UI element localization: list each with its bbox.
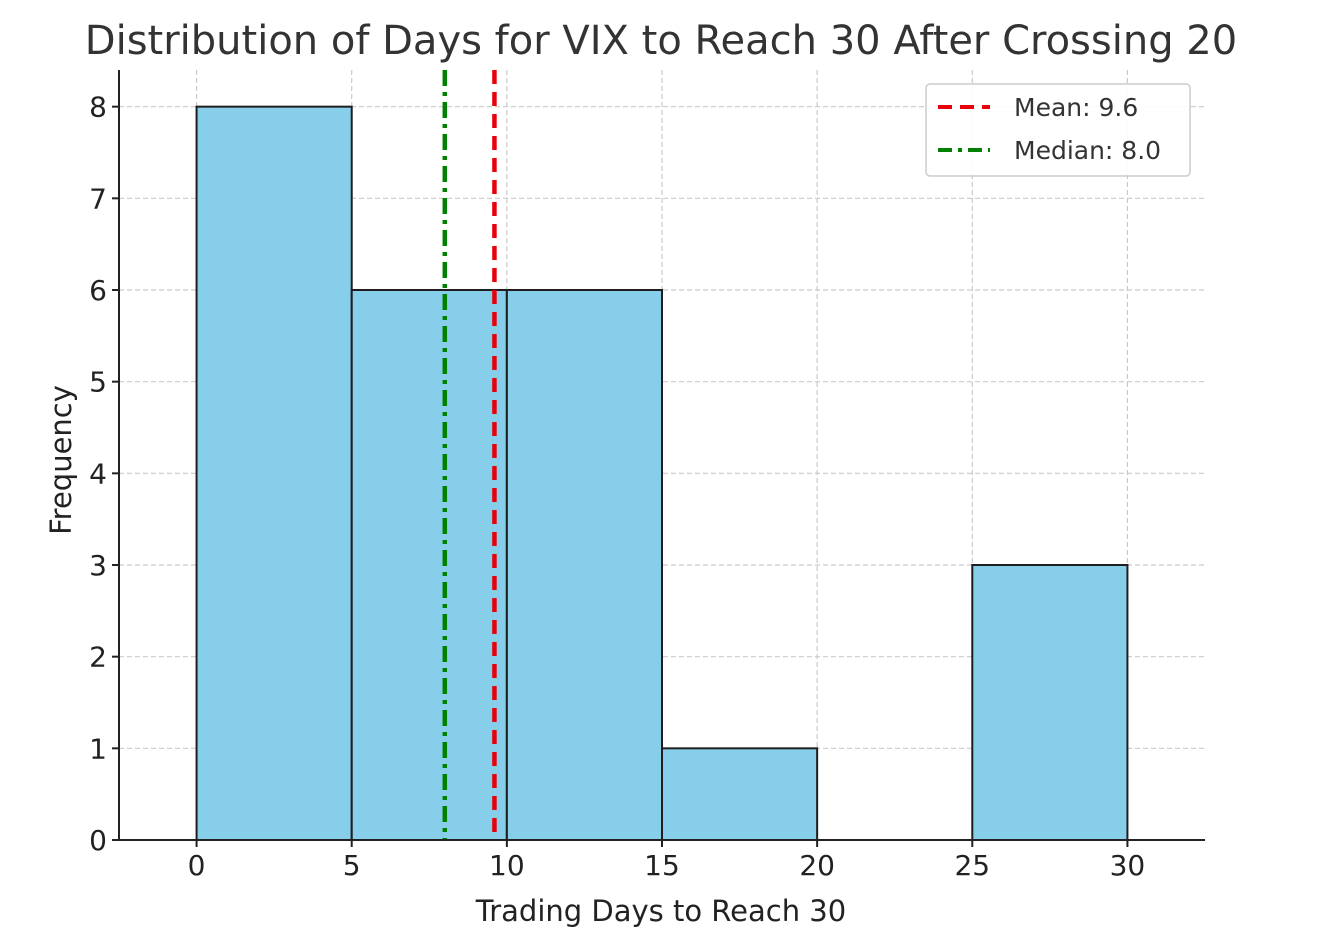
y-tick-label: 8 (89, 91, 107, 124)
reference-lines (442, 70, 497, 840)
legend-label-mean: Mean: 9.6 (1014, 93, 1138, 122)
histogram-bar (195, 105, 353, 841)
y-tick-label: 2 (89, 641, 107, 674)
axes (112, 70, 1205, 847)
chart-title: Distribution of Days for VIX to Reach 30… (85, 18, 1237, 64)
histogram-bar (350, 289, 508, 841)
x-tick-label: 5 (343, 849, 361, 882)
y-tick-label: 0 (89, 824, 107, 857)
y-tick-label: 1 (89, 732, 107, 765)
y-tick-label: 4 (89, 457, 107, 490)
x-tick-label: 0 (188, 849, 206, 882)
x-tick-label: 15 (644, 849, 680, 882)
x-tick-label: 20 (799, 849, 835, 882)
histogram-bar (505, 289, 663, 841)
legend: Mean: 9.6 Median: 8.0 (925, 83, 1191, 177)
y-axis-label: Frequency (44, 385, 78, 535)
histogram-bars (195, 105, 1129, 841)
legend-label-median: Median: 8.0 (1014, 136, 1161, 165)
y-tick-label: 5 (89, 366, 107, 399)
y-tick-label: 3 (89, 549, 107, 582)
x-tick-label: 25 (954, 849, 990, 882)
legend-box (925, 83, 1191, 177)
x-tick-label: 10 (489, 849, 525, 882)
y-tick-label: 7 (89, 182, 107, 215)
tick-labels: 0 5 10 15 20 25 30 0 1 2 3 4 5 6 7 8 (89, 91, 1145, 882)
x-tick-label: 30 (1110, 849, 1146, 882)
histogram-bar (661, 747, 819, 841)
histogram-bar (971, 564, 1129, 841)
x-axis-label: Trading Days to Reach 30 (475, 894, 846, 928)
y-tick-label: 6 (89, 274, 107, 307)
